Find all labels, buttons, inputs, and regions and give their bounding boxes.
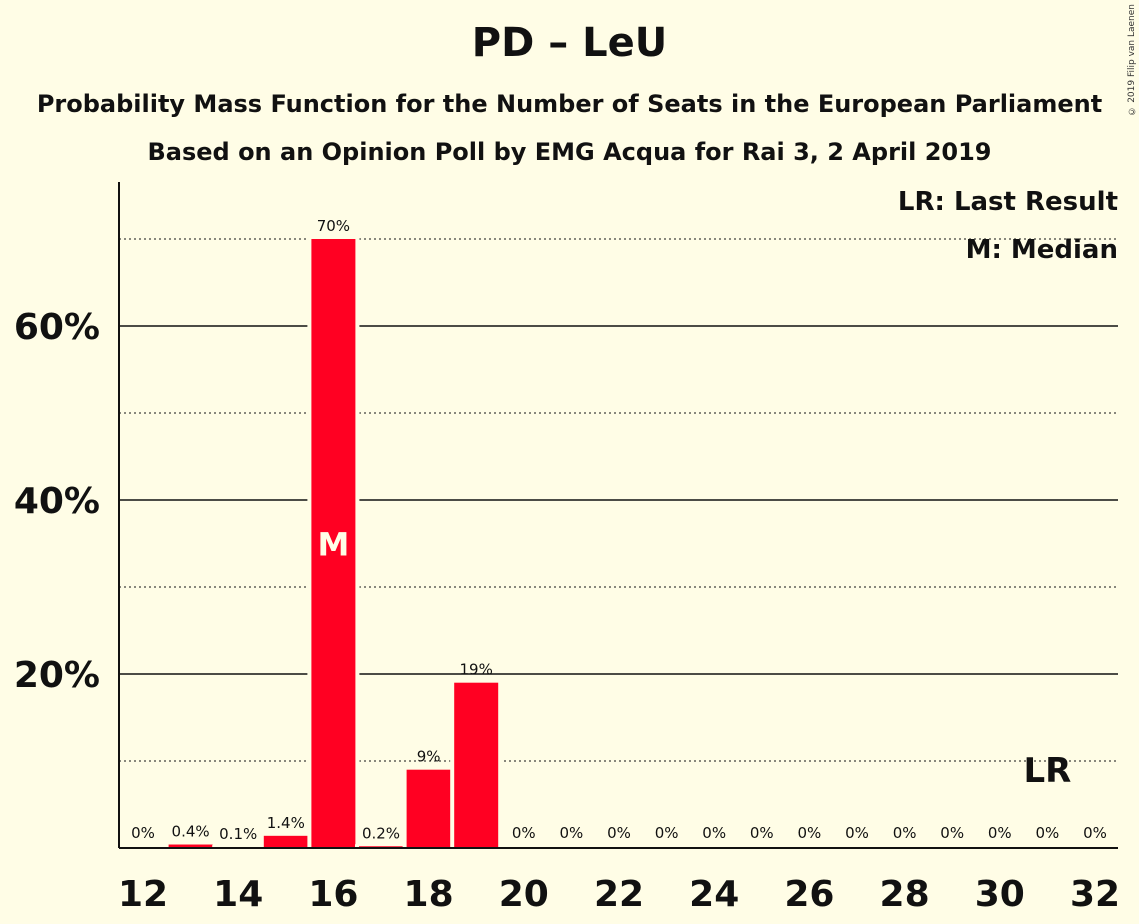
x-tick-label: 22 bbox=[594, 874, 644, 915]
y-tick-label: 40% bbox=[14, 481, 100, 522]
x-tick-label: 24 bbox=[689, 874, 739, 915]
legend-last-result: LR: Last Result bbox=[898, 187, 1118, 217]
data-label: 0% bbox=[750, 824, 774, 842]
data-label: 0% bbox=[940, 824, 964, 842]
bar bbox=[454, 682, 499, 848]
x-tick-label: 16 bbox=[308, 874, 358, 915]
y-tick-label: 20% bbox=[14, 655, 100, 696]
chart-title: PD – LeU bbox=[471, 20, 668, 66]
x-tick-label: 12 bbox=[118, 874, 168, 915]
data-label: 70% bbox=[317, 217, 350, 235]
data-label: 0% bbox=[893, 824, 917, 842]
data-label: 0.1% bbox=[219, 825, 257, 843]
x-tick-label: 32 bbox=[1070, 874, 1120, 915]
y-tick-label: 60% bbox=[14, 307, 100, 348]
last-result-marker: LR bbox=[1023, 751, 1071, 791]
data-label: 0% bbox=[845, 824, 869, 842]
data-label: 0% bbox=[655, 824, 679, 842]
x-tick-label: 28 bbox=[880, 874, 930, 915]
data-label: 0.4% bbox=[172, 823, 210, 841]
bar bbox=[311, 239, 356, 848]
data-label: 0% bbox=[702, 824, 726, 842]
data-label: 0% bbox=[607, 824, 631, 842]
x-tick-label: 30 bbox=[975, 874, 1025, 915]
x-tick-label: 20 bbox=[499, 874, 549, 915]
data-label: 0% bbox=[1036, 824, 1060, 842]
bar-halo bbox=[355, 844, 407, 848]
chart-subtitle: Probability Mass Function for the Number… bbox=[36, 90, 1103, 118]
data-label: 0.2% bbox=[362, 824, 400, 842]
legend-median: M: Median bbox=[966, 235, 1118, 265]
data-label: 0% bbox=[988, 824, 1012, 842]
data-label: 0% bbox=[512, 824, 536, 842]
data-label: 0% bbox=[131, 824, 155, 842]
bar bbox=[263, 835, 308, 848]
data-label: 0% bbox=[1083, 824, 1107, 842]
data-label: 9% bbox=[417, 748, 441, 766]
x-tick-label: 26 bbox=[784, 874, 834, 915]
x-tick-label: 18 bbox=[404, 874, 454, 915]
data-label: 0% bbox=[560, 824, 584, 842]
data-label: 0% bbox=[798, 824, 822, 842]
bar-halo bbox=[212, 845, 265, 848]
x-tick-label: 14 bbox=[213, 874, 263, 915]
data-label: 1.4% bbox=[267, 814, 305, 832]
chart-source: Based on an Opinion Poll by EMG Acqua fo… bbox=[147, 138, 992, 166]
bar bbox=[168, 844, 213, 848]
bar bbox=[406, 769, 451, 848]
median-marker: M bbox=[317, 526, 349, 564]
data-label: 19% bbox=[460, 661, 493, 679]
